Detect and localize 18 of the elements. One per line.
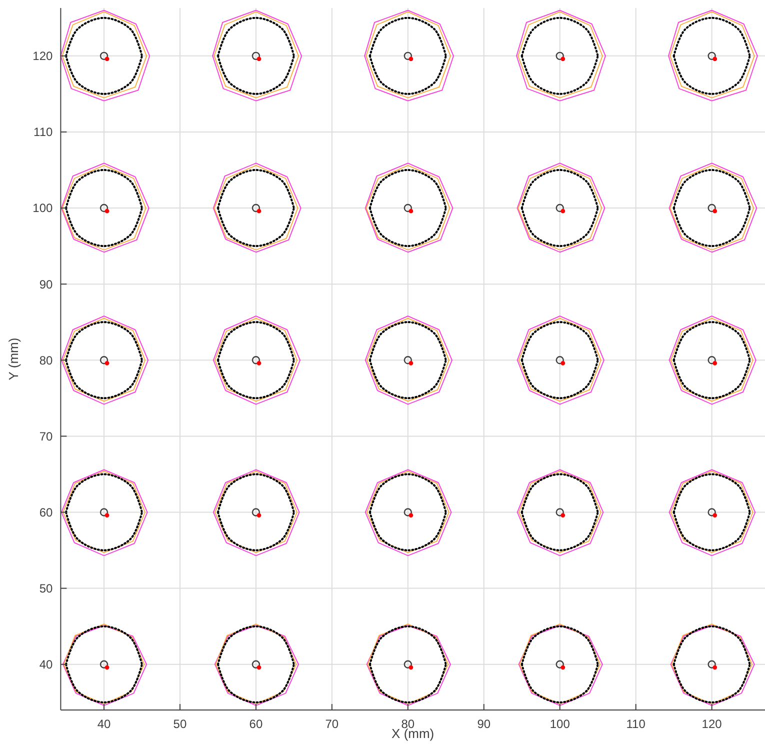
y-tick-label: 70 [39, 429, 54, 444]
y-tick-label: 40 [39, 658, 54, 672]
x-tick-label: 50 [173, 717, 187, 731]
y-tick-label: 60 [39, 505, 54, 520]
y-tick-label: 120 [32, 49, 54, 64]
y-tick-label: 50 [39, 582, 54, 596]
y-tick-label: 80 [39, 353, 54, 368]
x-tick-label: 110 [626, 717, 646, 731]
x-tick-label: 60 [249, 717, 263, 731]
x-tick-label: 70 [325, 717, 339, 731]
y-tick-label: 100 [32, 201, 54, 216]
y-axis-title: Y (mm) [6, 338, 21, 380]
y-tick-label: 90 [39, 277, 54, 292]
x-tick-label: 120 [702, 717, 722, 731]
x-tick-label: 90 [477, 717, 491, 731]
x-tick-label: 100 [550, 717, 570, 731]
y-tick-label: 110 [34, 125, 54, 140]
x-tick-label: 40 [97, 717, 111, 731]
